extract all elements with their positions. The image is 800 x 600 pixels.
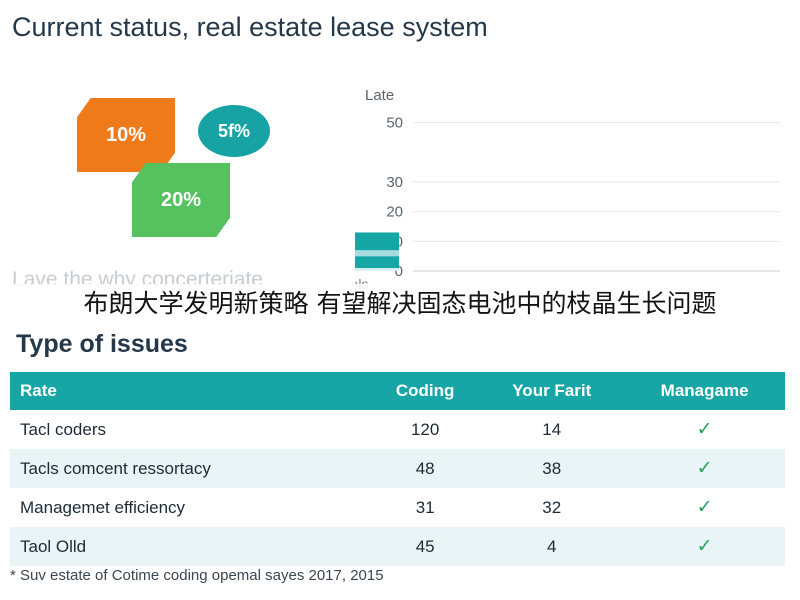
badge-green: 20% [132,163,230,237]
footnote: * Suv estate of Cotime coding opemal say… [10,567,384,584]
check-icon: ✓ [696,458,713,479]
stacked-bar-chart: Late010203050FowAbulTels [355,87,780,292]
header-rate: Rate [10,372,372,410]
cell-name: Managemet efficiency [20,497,186,517]
cell-name: Tacl coders [20,419,106,439]
table-row: Tacls comcent ressortacy 48 38 ✓ [10,449,785,488]
table-row: Managemet efficiency 31 32 ✓ [10,488,785,527]
cell-coding: 31 [415,497,435,517]
bar-segment [355,232,399,251]
table-row: Taol Olld 45 4 ✓ [10,527,785,566]
badge-teal: 5f% [198,105,270,157]
cell-coding: 48 [371,449,480,488]
cell-farit: 32 [542,497,562,517]
badge-orange: 10% [77,98,175,172]
section-title: Type of issues [16,330,188,358]
cell-check: ✓ [624,488,785,527]
bar-segment [355,256,399,269]
check-icon: ✓ [696,419,713,440]
cell-farit: 14 [542,419,562,439]
header-managame: Managame [624,372,785,410]
y-axis-label: Late [365,87,394,104]
percent-badges: 10% 5f% 20% [70,95,280,245]
check-icon: ✓ [696,536,713,557]
overlay-caption: 布朗大学发明新策略 有望解决固态电池中的枝晶生长问题 [0,284,800,324]
header-your-farit: Your Farit [479,372,625,410]
cell-farit: 38 [479,449,625,488]
issues-table: Rate Coding Your Farit Managame Tacl cod… [10,372,785,566]
y-tick-label: 50 [386,115,403,132]
y-tick-label: 20 [386,204,403,221]
table-row: Tacl coders 120 14 ✓ [10,410,785,449]
cell-name: Tacls comcent ressortacy [10,449,372,488]
cell-farit: 4 [479,527,625,566]
cell-coding: 45 [371,527,480,566]
cell-coding: 120 [410,419,440,439]
cell-check: ✓ [624,527,785,566]
bar-segment [355,250,399,257]
table-header-row: Rate Coding Your Farit Managame [10,372,785,410]
header-coding: Coding [371,372,480,410]
bar-segment [355,268,399,271]
y-tick-label: 30 [386,174,403,191]
check-icon: ✓ [696,497,713,518]
page-title: Current status, real estate lease system [12,12,488,42]
cell-check: ✓ [624,449,785,488]
cell-name: Taol Olld [10,527,372,566]
y-tick-label: 0 [395,263,403,280]
cell-check: ✓ [624,410,785,449]
